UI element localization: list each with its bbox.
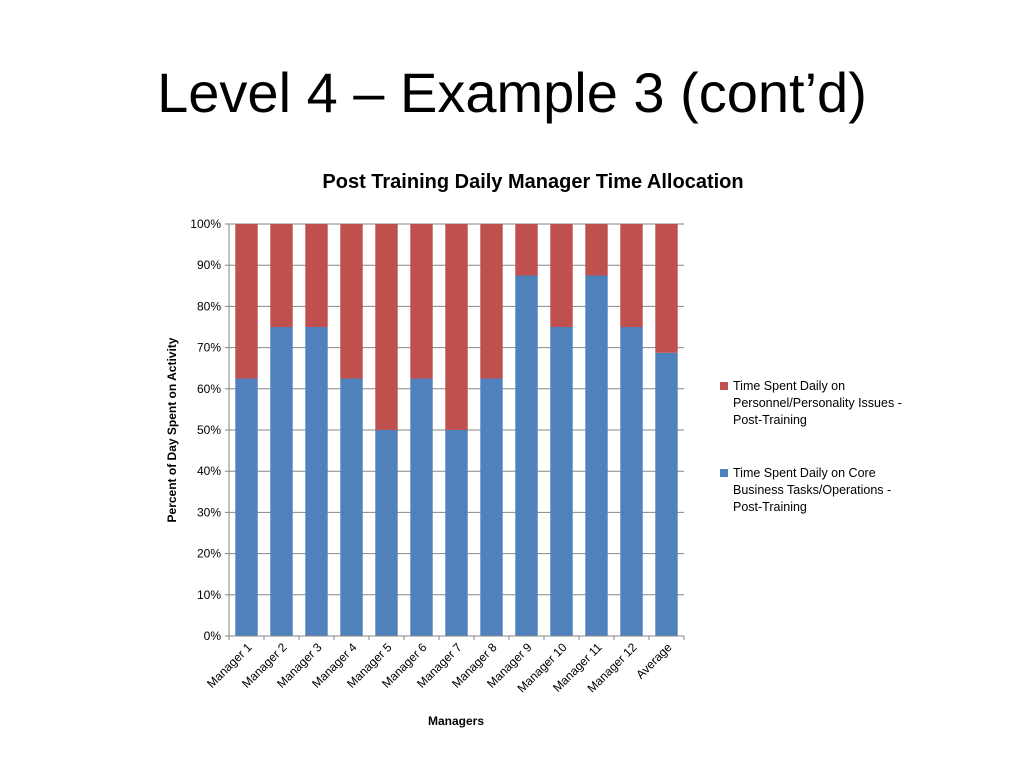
legend-label-personnel: Time Spent Daily on Personnel/Personalit… bbox=[733, 379, 902, 427]
y-tick-label: 100% bbox=[190, 217, 221, 231]
bar-segment-personnel bbox=[445, 224, 468, 430]
bar-segment-core bbox=[515, 275, 538, 636]
bar-segment-personnel bbox=[270, 224, 293, 327]
y-tick-label: 90% bbox=[197, 258, 221, 272]
bar-segment-core bbox=[445, 430, 468, 636]
bar-segment-core bbox=[480, 378, 503, 636]
bar-segment-personnel bbox=[235, 224, 258, 379]
bar-segment-personnel bbox=[375, 224, 398, 430]
bar-segment-core bbox=[585, 275, 608, 636]
bar-segment-personnel bbox=[655, 224, 678, 353]
bar-segment-personnel bbox=[620, 224, 643, 327]
bar-segment-core bbox=[620, 327, 643, 636]
bar-segment-core bbox=[655, 352, 678, 636]
bar-segment-core bbox=[410, 378, 433, 636]
bar-segment-personnel bbox=[305, 224, 328, 327]
chart-title: Post Training Daily Manager Time Allocat… bbox=[322, 171, 743, 193]
bar-segment-personnel bbox=[480, 224, 503, 379]
legend-swatch-personnel bbox=[720, 382, 728, 390]
slide-title: Level 4 – Example 3 (cont’d) bbox=[157, 61, 867, 124]
legend: Time Spent Daily on Personnel/Personalit… bbox=[720, 378, 920, 552]
y-tick-label: 50% bbox=[197, 423, 221, 437]
y-tick-label: 10% bbox=[197, 588, 221, 602]
bar-segment-personnel bbox=[340, 224, 363, 379]
bar-segment-core bbox=[375, 430, 398, 636]
legend-item-personnel: Time Spent Daily on Personnel/Personalit… bbox=[720, 378, 920, 429]
legend-label-core: Time Spent Daily on Core Business Tasks/… bbox=[733, 466, 892, 514]
x-tick-label: Average bbox=[633, 640, 675, 682]
bar-segment-core bbox=[235, 378, 258, 636]
y-tick-label: 60% bbox=[197, 382, 221, 396]
bar-segment-core bbox=[550, 327, 573, 636]
y-tick-label: 70% bbox=[197, 341, 221, 355]
bar-segment-core bbox=[340, 378, 363, 636]
y-tick-label: 80% bbox=[197, 299, 221, 313]
bar-segment-personnel bbox=[550, 224, 573, 327]
bar-segment-core bbox=[270, 327, 293, 636]
legend-item-core: Time Spent Daily on Core Business Tasks/… bbox=[720, 465, 920, 516]
bar-segment-personnel bbox=[515, 224, 538, 276]
y-axis-title: Percent of Day Spent on Activity bbox=[165, 337, 179, 522]
bar-segment-core bbox=[305, 327, 328, 636]
y-tick-label: 20% bbox=[197, 547, 221, 561]
bar-segment-personnel bbox=[585, 224, 608, 276]
x-axis-title: Managers bbox=[428, 714, 484, 728]
y-tick-label: 30% bbox=[197, 505, 221, 519]
y-tick-label: 40% bbox=[197, 464, 221, 478]
legend-swatch-core bbox=[720, 469, 728, 477]
bar-segment-personnel bbox=[410, 224, 433, 379]
y-tick-label: 0% bbox=[204, 629, 222, 643]
